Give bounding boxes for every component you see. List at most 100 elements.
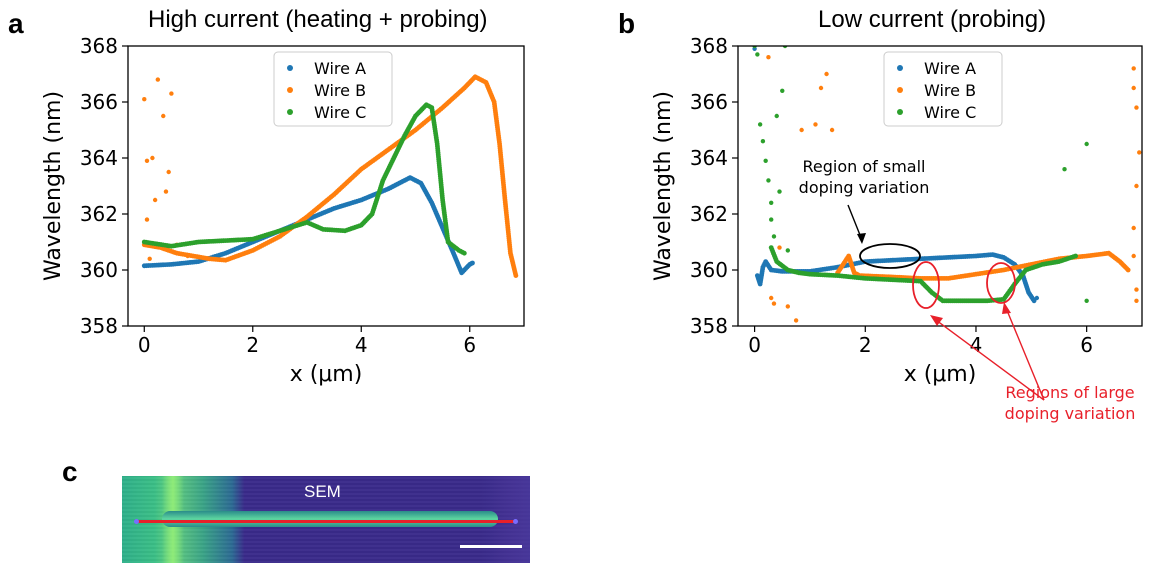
y-tick-label: 360 (80, 258, 118, 282)
panel-title-a: High current (heating + probing) (148, 6, 488, 33)
legend-label: Wire C (924, 103, 976, 122)
legend-label: Wire A (314, 59, 366, 78)
outlier-point (763, 158, 768, 163)
small-variation-arrowhead (857, 233, 866, 244)
outlier-point (785, 304, 791, 309)
x-axis-label: x (μm) (290, 362, 363, 387)
legend-label: Wire C (314, 103, 366, 122)
outlier-point (150, 155, 155, 161)
sem-scan-end-dot (513, 519, 518, 524)
y-tick-label: 364 (690, 146, 728, 170)
outlier-point (1134, 298, 1139, 303)
y-tick-label: 362 (80, 202, 118, 226)
outlier-point (163, 189, 169, 194)
outlier-point (760, 139, 766, 144)
y-tick-label: 360 (690, 258, 728, 282)
sem-scan-line (136, 520, 516, 523)
sem-scan-start-dot (134, 519, 139, 524)
outlier-point (777, 189, 782, 194)
outlier-point (769, 295, 774, 301)
outlier-point (769, 217, 774, 222)
outlier-point (818, 85, 824, 91)
y-tick-label: 358 (690, 314, 728, 338)
outlier-point (799, 127, 804, 133)
series-wire-c (141, 102, 467, 256)
outlier-point (777, 245, 782, 250)
x-tick-label: 0 (748, 333, 761, 357)
data-point (1073, 253, 1078, 259)
outlier-point (774, 113, 779, 119)
outlier-point (785, 248, 791, 253)
small-variation-label: Region of small doping variation (799, 157, 930, 197)
data-point (1125, 267, 1131, 273)
outlier-point (144, 158, 150, 163)
y-axis-label: Wavelength (nm) (651, 91, 676, 281)
y-tick-label: 362 (690, 202, 728, 226)
small-variation-ellipse (859, 243, 921, 269)
sem-nanowire (162, 511, 498, 527)
outlier-point (824, 71, 829, 77)
outlier-point (1062, 167, 1067, 172)
large-variation-label: Regions of large doping variation (1005, 383, 1136, 423)
outlier-point (757, 122, 763, 127)
outlier-point (829, 127, 835, 133)
outlier-point (1131, 66, 1136, 71)
legend-marker (897, 109, 903, 115)
outlier-point (161, 113, 166, 119)
data-point (470, 260, 475, 266)
outlier-point (1134, 105, 1139, 110)
outlier-point (766, 178, 771, 183)
series-wire-b (141, 74, 519, 278)
axes-frame (127, 45, 525, 327)
data-point (513, 273, 519, 278)
large-variation-arrowhead (930, 315, 943, 326)
annotations-b: Region of small doping variation Regions o… (799, 157, 1136, 423)
y-tick-label: 368 (80, 34, 118, 58)
x-tick-label: 6 (463, 333, 476, 357)
legend-label: Wire B (314, 81, 366, 100)
outlier-point (1134, 183, 1139, 189)
legend-label: Wire B (924, 81, 976, 100)
x-tick-label: 2 (246, 333, 259, 357)
legend: Wire A Wire B Wire C (273, 51, 393, 127)
panel-letter-c: c (62, 456, 78, 487)
outlier-point (1034, 295, 1040, 301)
sem-image: SEM (122, 476, 530, 563)
large-variation-arrow (1005, 307, 1045, 401)
outlier-point (1131, 85, 1136, 91)
outlier-point (771, 234, 777, 239)
outlier-point (780, 88, 785, 94)
large-variation-ellipse (986, 262, 1016, 304)
sem-scale-bar (460, 545, 522, 548)
panel-letter-b: b (618, 8, 636, 39)
large-variation-arrowhead (1002, 302, 1011, 314)
y-tick-label: 366 (80, 90, 118, 114)
large-variation-arrow (935, 319, 1045, 401)
outlier-point (152, 197, 158, 203)
outlier-point (155, 77, 161, 82)
chart-a: 0 2 4 6 358 360 362 364 366 368 x (μm) Wavelength (… (41, 34, 525, 387)
outlier-point (169, 91, 174, 96)
legend-marker (287, 87, 293, 93)
outlier-point (1137, 150, 1142, 155)
large-variation-ellipse (912, 261, 940, 309)
data-point (461, 250, 467, 256)
x-tick-label: 6 (1080, 333, 1093, 357)
outlier-point (771, 301, 777, 306)
outlier-point (1084, 298, 1089, 303)
outlier-point (766, 55, 771, 60)
y-tick-label: 364 (80, 146, 118, 170)
outlier-point (1131, 253, 1136, 259)
outlier-point (755, 52, 760, 57)
outlier-point (1134, 287, 1139, 292)
panel-title-b: Low current (probing) (818, 6, 1047, 33)
data-point (1031, 298, 1037, 304)
outlier-point (813, 122, 818, 127)
x-tick-label: 4 (355, 333, 368, 357)
legend-marker (287, 65, 293, 71)
outlier-point (142, 97, 147, 102)
legend: Wire A Wire B Wire C (883, 51, 1003, 127)
legend-marker (897, 87, 903, 93)
legend-label: Wire A (924, 59, 976, 78)
